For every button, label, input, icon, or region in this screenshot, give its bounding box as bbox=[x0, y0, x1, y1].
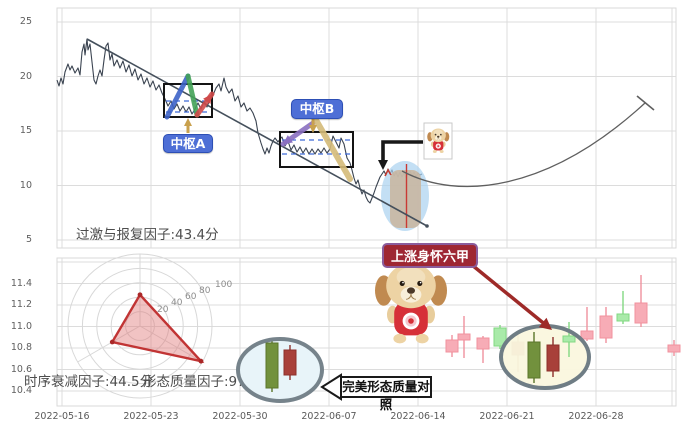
candlestick bbox=[616, 313, 630, 322]
radar-spoke bbox=[77, 325, 141, 363]
pivot-b-label: 中枢B bbox=[291, 99, 343, 119]
radar-spoke bbox=[139, 325, 203, 363]
radar-ring-label: 20 bbox=[157, 305, 169, 315]
date-tick-label: 2022-06-14 bbox=[390, 411, 446, 422]
date-tick-label: 2022-05-16 bbox=[34, 411, 90, 422]
signal-arrow bbox=[470, 263, 549, 328]
candle-y-tick-label: 10.8 bbox=[10, 342, 32, 353]
radar-ring-label: 100 bbox=[215, 280, 232, 290]
candle-y-tick-label: 11.0 bbox=[10, 320, 32, 332]
radar-vertex-dot bbox=[198, 358, 204, 364]
price-y-tick-label: 10 bbox=[19, 179, 32, 191]
callout-arrow bbox=[381, 140, 423, 161]
magnified-candle-body bbox=[390, 170, 421, 228]
callout-arrowhead bbox=[378, 160, 388, 170]
pivot-b-pointer-head bbox=[309, 125, 317, 133]
candlestick bbox=[562, 335, 576, 343]
harami-pattern-label: 上涨身怀六甲 bbox=[382, 243, 479, 268]
radar-polygon bbox=[110, 292, 205, 364]
pivot-b-down-stroke-arrowhead bbox=[283, 135, 293, 144]
reference-ellipse-fill bbox=[238, 339, 322, 401]
pivot-a-pointer-head bbox=[184, 118, 192, 126]
pivot-a-up-stroke bbox=[164, 73, 191, 120]
downtrend-line bbox=[86, 38, 428, 227]
price-panel-bg bbox=[56, 7, 677, 249]
candle-y-tick-label: 11.4 bbox=[10, 277, 32, 289]
projection-curve bbox=[401, 102, 646, 188]
pivot-a-label: 中枢A bbox=[163, 134, 213, 153]
price-y-tick-label: 25 bbox=[19, 16, 32, 27]
projection-end-bar bbox=[636, 95, 655, 111]
trendline-end-dot bbox=[425, 224, 429, 228]
candlestick bbox=[457, 333, 471, 341]
candlestick bbox=[634, 302, 648, 324]
pivot-a-down-stroke bbox=[185, 73, 200, 118]
candlestick bbox=[283, 349, 297, 376]
reference-ellipse-border bbox=[236, 337, 324, 403]
radar-vertex-dot bbox=[109, 339, 115, 345]
price-y-tick-label: 5 bbox=[25, 234, 32, 245]
price-y-tick-label: 15 bbox=[19, 125, 32, 136]
pivot-box bbox=[279, 131, 354, 168]
date-tick-label: 2022-05-23 bbox=[123, 411, 179, 422]
factor-score-text: 时序衰减因子:44.5分 bbox=[24, 373, 153, 390]
comparison-arrow-label: 完美形态质量对照 bbox=[340, 376, 432, 412]
candle-y-tick-label: 11.2 bbox=[10, 299, 32, 310]
date-tick-label: 2022-06-21 bbox=[479, 411, 535, 422]
radar-ring-label: 60 bbox=[185, 292, 197, 302]
factor-score-text: 过激与报复因子:43.4分 bbox=[76, 226, 219, 243]
candle-y-tick-label: 10.4 bbox=[10, 385, 32, 396]
radar-ring-label: 80 bbox=[199, 286, 211, 296]
candlestick bbox=[667, 344, 681, 353]
pivot-b-exit-stroke bbox=[313, 117, 353, 182]
signal-tick bbox=[384, 168, 392, 177]
candlestick bbox=[546, 344, 560, 372]
price-y-tick-label: 20 bbox=[19, 70, 32, 82]
radar-vertex-dot bbox=[137, 292, 143, 298]
radar-ring-label: 40 bbox=[171, 298, 183, 308]
candle-y-tick-label: 10.6 bbox=[10, 363, 32, 375]
date-tick-label: 2022-06-07 bbox=[301, 411, 357, 422]
candlestick bbox=[265, 342, 279, 389]
candlestick bbox=[580, 330, 594, 340]
candlestick bbox=[599, 315, 613, 339]
candlestick bbox=[476, 337, 490, 350]
signal-arrowhead bbox=[538, 317, 552, 330]
candlestick bbox=[445, 339, 459, 353]
date-tick-label: 2022-05-30 bbox=[212, 411, 268, 422]
candlestick bbox=[527, 341, 541, 379]
date-tick-label: 2022-06-28 bbox=[568, 411, 624, 422]
candlestick bbox=[493, 327, 507, 347]
pivot-a-exit-stroke-arrowhead bbox=[203, 94, 212, 104]
